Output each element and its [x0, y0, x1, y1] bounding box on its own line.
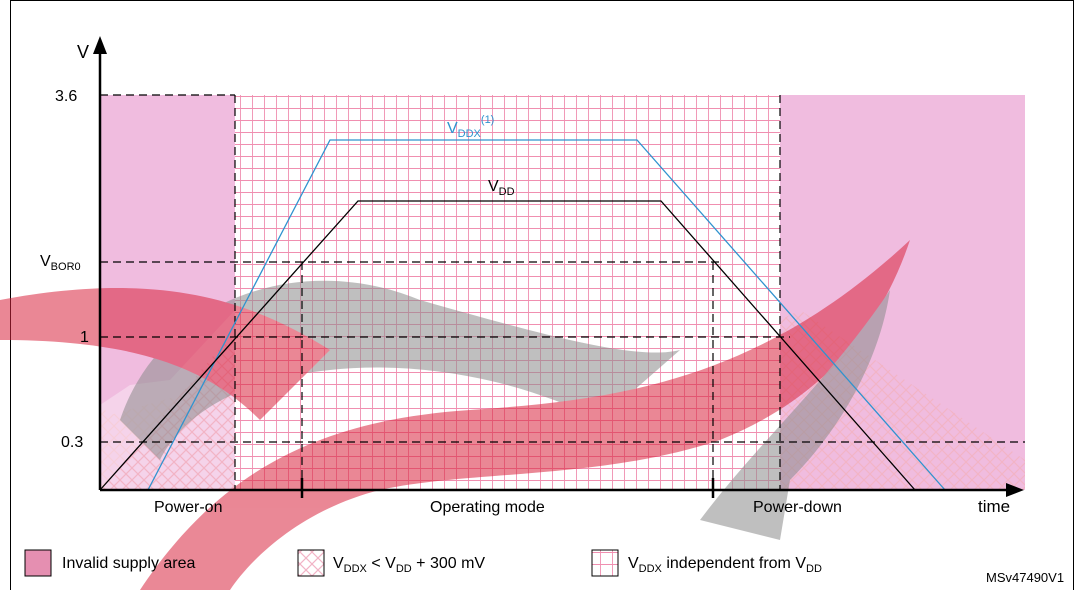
legend-hatch-label: VDDX < VDD + 300 mV: [333, 555, 485, 575]
legend-hatch-s2: DD: [396, 563, 412, 575]
legend-swatch-hatch: [297, 549, 325, 577]
legend-hatch-tail: + 300 mV: [412, 555, 486, 572]
watermark-red-swoosh-left: [0, 288, 330, 420]
y-tick-1: 1: [80, 329, 89, 346]
legend: Invalid supply area VDDX < VDD + 300 mV …: [24, 549, 822, 577]
vddx-label-main: V: [447, 120, 458, 137]
watermark-red-swoosh-main: [140, 240, 910, 590]
y-tick-36: 3.6: [55, 88, 77, 105]
arrow-up-icon: [93, 36, 107, 54]
figure-frame: [10, 0, 1074, 595]
vddx-curve: [147, 139, 946, 491]
vddx-label-sup: (1): [481, 114, 494, 126]
legend-hatch-mid: < V: [367, 555, 396, 572]
vdd-curve: [99, 200, 916, 491]
arrow-right-icon: [1006, 483, 1024, 497]
y-axis-label: V: [77, 42, 89, 62]
legend-grid-s2: DD: [806, 563, 822, 575]
y-tick-vbor-sub: BOR0: [51, 261, 81, 273]
y-tick-vbor-main: V: [40, 253, 51, 270]
legend-grid-label: VDDX independent from VDD: [628, 555, 822, 575]
vdd-label: VDD: [488, 178, 515, 198]
legend-swatch-invalid: [24, 549, 52, 577]
y-tick-vbor: VBOR0: [40, 253, 81, 273]
legend-grid-s1: DDX: [639, 563, 663, 575]
phase-power-down: Power-down: [753, 499, 842, 516]
vdd-label-sub: DD: [499, 186, 515, 198]
guide-lines: [100, 94, 1025, 490]
x-axis-label: time: [978, 497, 1010, 516]
vdd-label-main: V: [488, 178, 499, 195]
legend-grid-mid: independent from V: [662, 555, 806, 572]
legend-invalid-label: Invalid supply area: [62, 555, 196, 572]
watermark-gray-swoosh-right: [700, 290, 890, 540]
y-tick-03: 0.3: [61, 434, 83, 451]
phase-operating: Operating mode: [430, 499, 545, 516]
phase-power-on: Power-on: [154, 499, 222, 516]
legend-grid-v1: V: [628, 555, 639, 572]
vddx-label-sub: DDX: [458, 128, 482, 140]
figure-reference: MSv47490V1: [986, 570, 1064, 585]
legend-hatch-v1: V: [333, 555, 344, 572]
vddx-label: VDDX (1): [447, 114, 494, 140]
legend-hatch-s1: DDX: [344, 563, 368, 575]
watermark: [0, 240, 910, 590]
legend-swatch-grid: [591, 549, 619, 577]
